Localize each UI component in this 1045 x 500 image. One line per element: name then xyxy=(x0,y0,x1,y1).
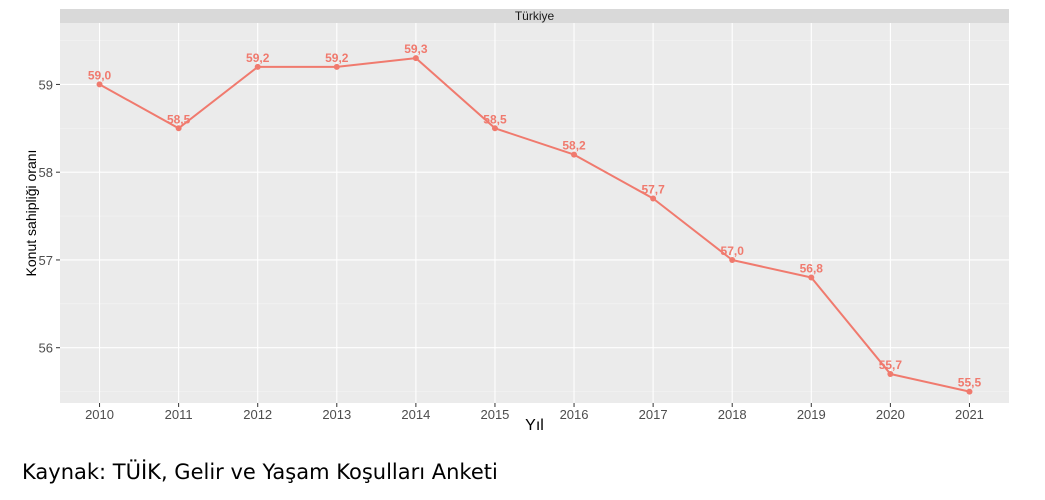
y-tick-label: 56 xyxy=(39,341,53,356)
y-axis-label: Konut sahipliği oranı xyxy=(23,150,39,277)
source-note: Kaynak: TÜİK, Gelir ve Yaşam Koşulları A… xyxy=(22,460,498,484)
data-point xyxy=(96,81,103,88)
x-axis-label: Yıl xyxy=(525,417,544,434)
x-tick-label: 2013 xyxy=(322,407,351,422)
data-point xyxy=(887,371,894,378)
data-point xyxy=(491,125,498,132)
data-label: 56,8 xyxy=(800,262,824,276)
data-label: 55,7 xyxy=(879,358,903,372)
data-label: 59,3 xyxy=(404,42,428,56)
x-tick-label: 2015 xyxy=(480,407,509,422)
data-label: 55,5 xyxy=(958,376,982,390)
x-tick-label: 2011 xyxy=(165,407,193,422)
data-point xyxy=(333,63,340,70)
x-axis: 2010 2011 2012 2013 2014 2015 2016 2017 2018 2019… xyxy=(85,403,984,422)
data-labels: 59,0 58,5 59,2 59,2 59,3 58,5 58,2 57,7 57,0 56,8… xyxy=(88,42,982,389)
x-tick-label: 2019 xyxy=(797,407,826,422)
data-label: 57,0 xyxy=(721,244,745,258)
data-point xyxy=(966,388,973,395)
facet-title: Türkiye xyxy=(515,9,555,23)
data-point xyxy=(254,63,261,70)
y-tick-label: 58 xyxy=(39,165,53,180)
x-tick-label: 2017 xyxy=(639,407,668,422)
data-point xyxy=(808,274,815,281)
x-tick-label: 2018 xyxy=(718,407,747,422)
x-tick-label: 2020 xyxy=(876,407,905,422)
x-tick-label: 2021 xyxy=(955,407,984,422)
x-tick-label: 2014 xyxy=(401,407,430,422)
x-tick-label: 2016 xyxy=(560,407,589,422)
data-label: 58,5 xyxy=(167,112,191,126)
y-tick-label: 59 xyxy=(39,77,53,92)
data-point xyxy=(650,195,657,202)
data-label: 59,2 xyxy=(325,51,349,65)
data-label: 59,2 xyxy=(246,51,270,65)
data-label: 58,2 xyxy=(562,139,586,153)
facet-strip xyxy=(60,9,1009,23)
data-point xyxy=(175,125,182,132)
data-points xyxy=(96,55,973,395)
plot-panel xyxy=(60,23,1009,403)
x-tick-label: 2012 xyxy=(243,407,272,422)
y-axis: 56 57 58 59 xyxy=(39,77,60,356)
data-label: 59,0 xyxy=(88,68,112,82)
x-tick-label: 2010 xyxy=(85,407,114,422)
data-label: 58,5 xyxy=(483,112,507,126)
data-point xyxy=(729,256,736,263)
data-point xyxy=(571,151,578,158)
data-point xyxy=(412,55,419,62)
series-line xyxy=(99,57,970,393)
data-label: 57,7 xyxy=(641,183,665,197)
y-tick-label: 57 xyxy=(39,253,53,268)
